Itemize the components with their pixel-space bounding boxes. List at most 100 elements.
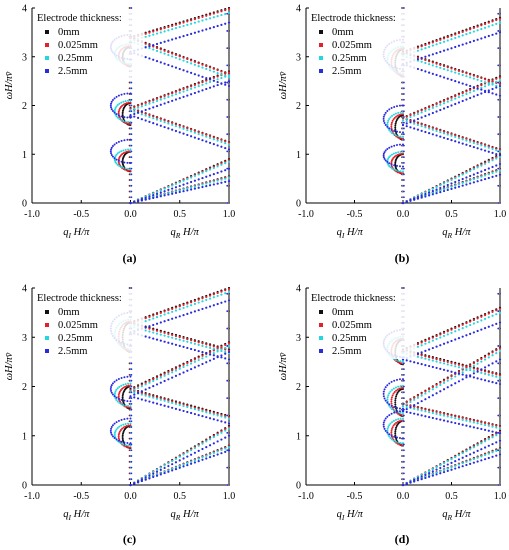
data-point [401, 119, 405, 122]
data-point [190, 62, 193, 65]
data-point [129, 442, 132, 445]
data-point [424, 61, 427, 65]
data-point [226, 12, 229, 15]
data-point [497, 345, 500, 347]
data-point [403, 466, 405, 469]
data-point [118, 107, 121, 110]
data-point [186, 57, 189, 61]
data-point [391, 421, 394, 424]
data-point [439, 186, 442, 190]
data-point [127, 150, 130, 153]
data-point [487, 424, 490, 427]
data-point [227, 71, 231, 74]
data-point [148, 57, 151, 60]
data-point [116, 400, 119, 403]
data-point [136, 200, 140, 203]
data-point [442, 419, 446, 422]
data-point [220, 356, 223, 359]
data-point [450, 96, 453, 99]
data-point [136, 385, 140, 388]
data-point [424, 109, 427, 112]
data-point [130, 449, 133, 452]
data-point [382, 390, 385, 393]
data-point [413, 404, 416, 407]
data-point [124, 444, 127, 447]
data-point [163, 471, 166, 475]
data-point [133, 387, 136, 390]
data-point [428, 356, 431, 359]
data-point [439, 129, 442, 132]
data-point [212, 166, 215, 170]
data-point [431, 44, 434, 47]
data-point [491, 33, 494, 36]
data-point [208, 444, 212, 447]
data-point [495, 149, 498, 152]
data-point [182, 371, 185, 374]
data-point [397, 359, 400, 362]
data-point [396, 153, 399, 156]
data-point [487, 176, 490, 180]
legend-marker [319, 69, 323, 73]
data-point [120, 398, 123, 401]
data-point [480, 92, 483, 95]
data-point [435, 39, 438, 43]
data-point [386, 429, 389, 432]
data-point [226, 362, 229, 365]
legend-entry: 0mm [58, 307, 80, 318]
data-point [394, 434, 397, 437]
data-point [472, 376, 475, 379]
data-point [469, 368, 472, 372]
data-point [476, 329, 479, 333]
data-point [439, 358, 442, 362]
data-point [450, 339, 453, 343]
data-point [130, 374, 133, 376]
data-point [121, 113, 124, 116]
data-point [435, 110, 438, 113]
data-point [178, 184, 181, 188]
data-point [461, 30, 464, 33]
data-point [390, 145, 393, 148]
data-point [450, 458, 453, 461]
data-point [130, 385, 133, 388]
data-point [403, 374, 405, 376]
data-point [487, 312, 490, 315]
data-point [126, 400, 129, 403]
data-point [171, 184, 174, 187]
data-point [182, 188, 185, 191]
legend-background [35, 11, 143, 79]
data-point [116, 387, 119, 390]
data-point [424, 415, 427, 418]
data-point [197, 137, 200, 140]
data-point [212, 345, 215, 348]
data-point [442, 465, 446, 468]
data-point [136, 397, 140, 400]
data-point [155, 116, 159, 119]
data-point [403, 161, 405, 164]
data-point [442, 185, 446, 188]
data-point [224, 450, 227, 453]
y-tick-label: 2 [22, 382, 27, 393]
data-point [431, 409, 434, 413]
data-point [403, 455, 405, 457]
data-point [497, 64, 500, 67]
data-point [483, 366, 487, 369]
data-point [140, 393, 143, 396]
data-point [487, 82, 490, 85]
data-point [111, 155, 114, 158]
data-point [144, 112, 147, 115]
data-point [396, 144, 399, 147]
data-point [174, 337, 178, 340]
data-point [174, 467, 178, 471]
data-point [405, 410, 408, 414]
data-point [476, 75, 479, 78]
data-point [491, 430, 494, 433]
data-point [193, 360, 197, 363]
data-point [483, 149, 487, 152]
data-point [126, 116, 129, 119]
data-point [224, 300, 227, 303]
data-point [133, 396, 136, 399]
data-point [495, 93, 498, 96]
data-point [392, 392, 395, 395]
data-point [193, 91, 197, 95]
legend: Electrode thickness:0mm0.025mm0.25mm2.5m… [309, 291, 417, 359]
